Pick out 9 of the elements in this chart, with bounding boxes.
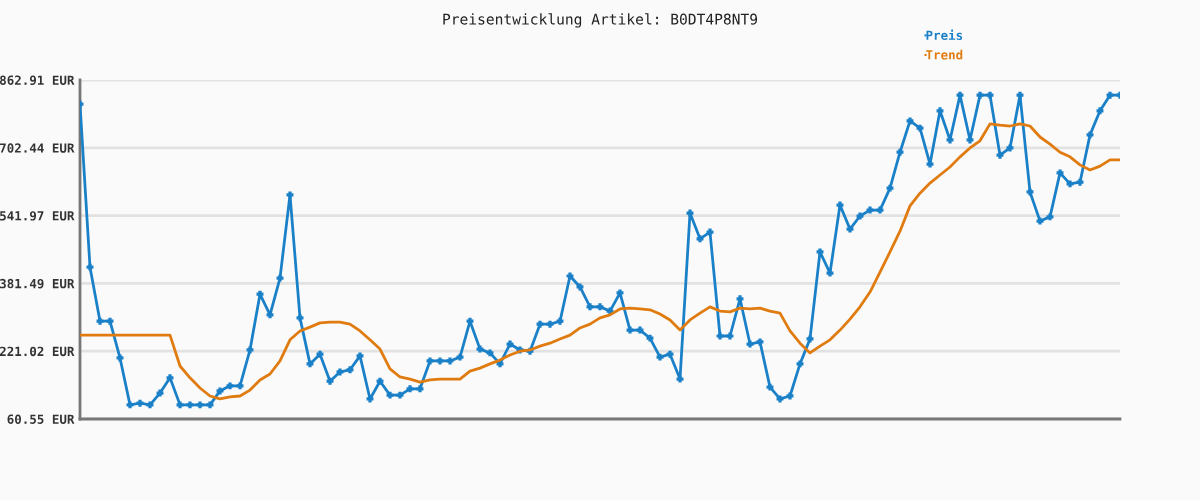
y-tick-label: 221.02 EUR bbox=[0, 346, 75, 357]
legend-label: Trend bbox=[926, 49, 963, 60]
y-tick-label: 862.91 EUR bbox=[0, 75, 75, 85]
y-tick-label: 381.49 EUR bbox=[0, 278, 75, 289]
chart-title: Preisentwicklung Artikel: B0DT4P8NT9 bbox=[443, 13, 758, 28]
y-tick-label: 702.44 EUR bbox=[0, 143, 75, 153]
y-tick-label: 541.97 EUR bbox=[0, 211, 75, 221]
legend-label: Preis bbox=[926, 29, 963, 40]
y-tick-label: 60.55 EUR bbox=[7, 414, 75, 424]
